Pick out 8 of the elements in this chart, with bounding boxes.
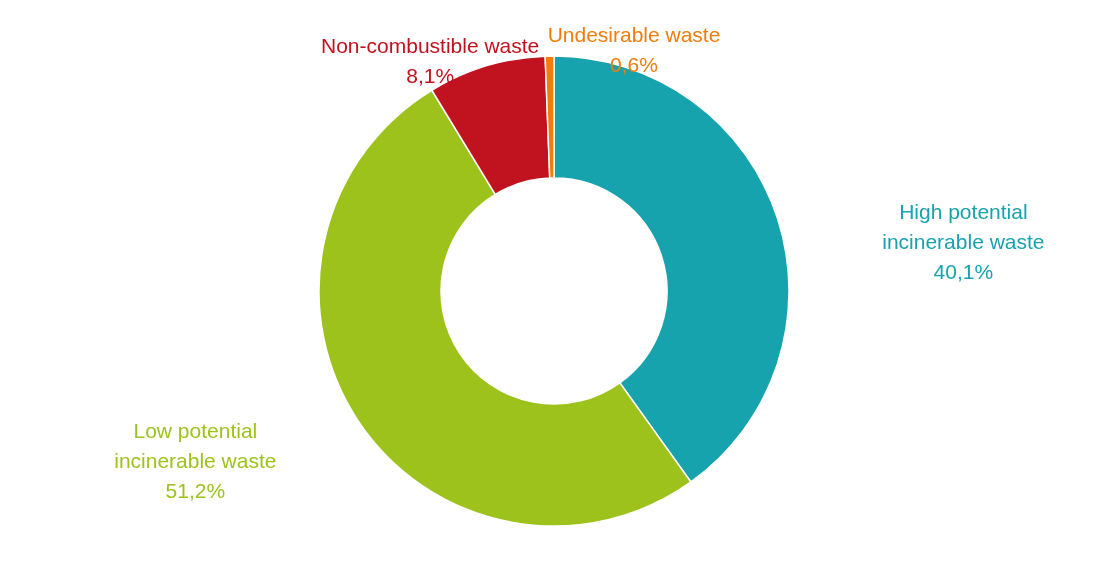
slice-label: Non-combustible waste <box>321 33 540 57</box>
data-label: 40,1% <box>933 259 994 283</box>
data-label: 51,2% <box>165 478 226 502</box>
slice-label: Undesirable waste <box>547 23 721 47</box>
data-label: 0,6% <box>610 53 658 77</box>
slice-label: High potential incinerable waste <box>882 199 1045 253</box>
slice-label: Low potential incinerable waste <box>114 418 277 472</box>
data-label: 8,1% <box>406 63 455 87</box>
